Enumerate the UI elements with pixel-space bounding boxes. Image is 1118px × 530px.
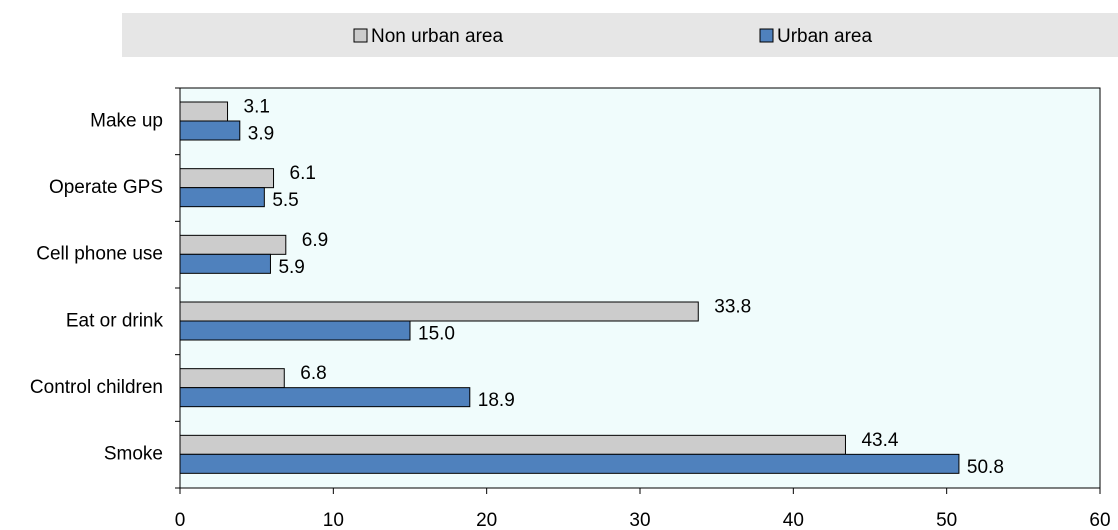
- legend-box: [122, 13, 1118, 57]
- plot-area: [179, 87, 1101, 489]
- data-label: 5.9: [278, 257, 304, 278]
- data-label: 50.8: [967, 457, 1004, 478]
- y-tick-label: Make up: [90, 110, 163, 131]
- y-tick-label: Eat or drink: [66, 310, 164, 331]
- legend-swatch: [353, 28, 368, 43]
- data-label: 15.0: [418, 324, 455, 345]
- data-label: 18.9: [478, 390, 515, 411]
- y-tick-label: Cell phone use: [36, 244, 163, 265]
- x-tick-label: 30: [629, 510, 650, 530]
- x-tick-label: 60: [1089, 510, 1110, 530]
- bar: [179, 320, 411, 341]
- bar: [179, 168, 275, 189]
- data-label: 43.4: [861, 430, 898, 451]
- data-label: 5.5: [272, 190, 298, 211]
- bar: [179, 368, 285, 389]
- data-label: 6.1: [290, 163, 316, 184]
- bar: [179, 101, 229, 122]
- bar: [179, 120, 241, 141]
- x-tick-label: 40: [783, 510, 804, 530]
- bar: [179, 301, 699, 322]
- bar: [179, 253, 271, 274]
- y-tick-label: Smoke: [104, 444, 163, 465]
- bar: [179, 187, 265, 208]
- legend-swatch: [759, 28, 774, 43]
- y-tick-label: Control children: [30, 377, 163, 398]
- legend-label: Non urban area: [371, 26, 503, 47]
- data-label: 3.9: [248, 124, 274, 145]
- x-tick-label: 10: [323, 510, 344, 530]
- y-tick-label: Operate GPS: [49, 177, 163, 198]
- bar: [179, 234, 287, 255]
- data-label: 6.8: [300, 363, 326, 384]
- bar: [179, 387, 471, 408]
- x-tick-label: 50: [936, 510, 957, 530]
- x-tick-label: 0: [175, 510, 186, 530]
- bar: [179, 434, 846, 455]
- legend-label: Urban area: [777, 26, 872, 47]
- data-label: 3.1: [244, 97, 270, 118]
- x-tick-label: 20: [476, 510, 497, 530]
- data-label: 33.8: [714, 297, 751, 318]
- bar: [179, 453, 960, 474]
- data-label: 6.9: [302, 230, 328, 251]
